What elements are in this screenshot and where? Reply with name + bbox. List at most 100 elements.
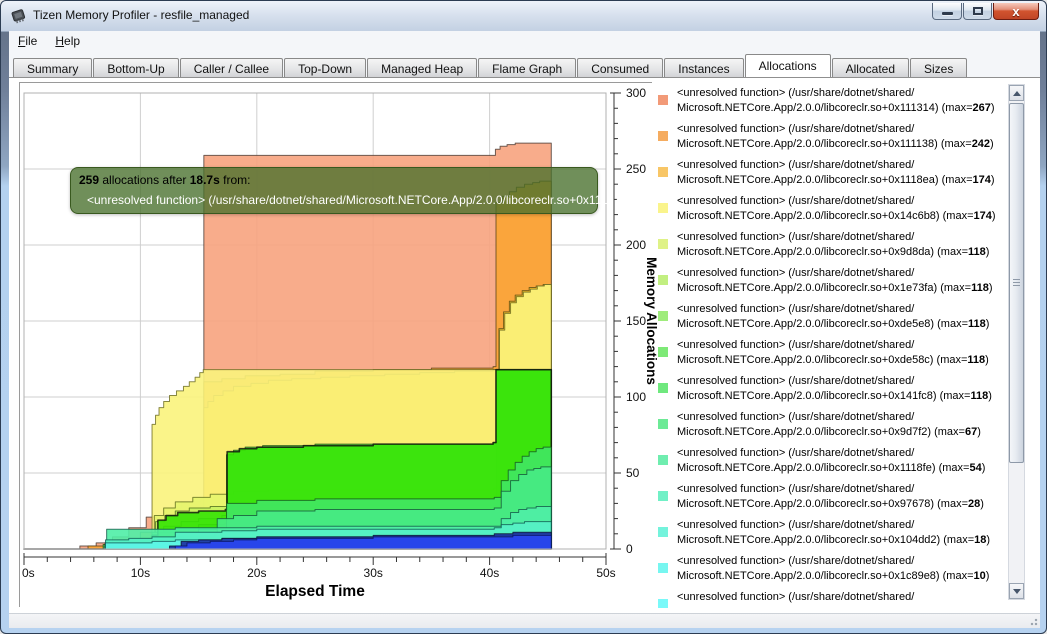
legend-swatch-icon xyxy=(658,383,668,393)
x-tick-label: 40s xyxy=(480,566,499,580)
tab-caller-callee[interactable]: Caller / Callee xyxy=(180,58,283,77)
app-icon xyxy=(10,7,27,24)
legend-swatch-icon xyxy=(658,455,668,465)
legend-item[interactable]: <unresolved function> (/usr/share/dotnet… xyxy=(653,302,1009,332)
legend-swatch-icon xyxy=(658,419,668,429)
legend-item-label: <unresolved function> (/usr/share/dotnet… xyxy=(677,590,914,608)
window-title: Tizen Memory Profiler - resfile_managed xyxy=(33,8,249,22)
legend-item-label: <unresolved function> (/usr/share/dotnet… xyxy=(677,158,995,188)
menu-item-help[interactable]: Help xyxy=(46,31,89,51)
minimize-icon xyxy=(942,12,953,15)
legend-item-label: <unresolved function> (/usr/share/dotnet… xyxy=(677,230,989,260)
menu-item-file[interactable]: File xyxy=(9,31,46,51)
titlebar[interactable]: Tizen Memory Profiler - resfile_managed … xyxy=(1,1,1046,32)
x-tick-label: 50s xyxy=(596,566,615,580)
tab-consumed[interactable]: Consumed xyxy=(577,58,663,77)
legend-swatch-icon xyxy=(658,131,668,141)
content-area: 0s 10s 20s 30s 40s 50s Elapsed Time 0 50 100 150 20… xyxy=(9,77,1040,613)
legend-item[interactable]: <unresolved function> (/usr/share/dotnet… xyxy=(653,410,1009,440)
tab-instances[interactable]: Instances xyxy=(664,58,743,77)
tab-summary[interactable]: Summary xyxy=(13,58,92,77)
legend-item-label: <unresolved function> (/usr/share/dotnet… xyxy=(677,266,993,296)
scrollbar-down-button[interactable] xyxy=(1009,583,1024,599)
legend-item[interactable]: <unresolved function> (/usr/share/dotnet… xyxy=(653,122,1009,152)
legend-item[interactable]: <unresolved function> (/usr/share/dotnet… xyxy=(653,554,1009,584)
chart-tooltip: 259 allocations after 18.7s from: <unres… xyxy=(70,167,598,214)
legend-swatch-icon xyxy=(658,239,668,249)
allocations-chart[interactable]: 0s 10s 20s 30s 40s 50s Elapsed Time 0 50 100 150 20… xyxy=(19,82,652,607)
y-tick-label: 200 xyxy=(626,238,646,252)
tab-managed-heap[interactable]: Managed Heap xyxy=(367,58,477,77)
tab-allocated[interactable]: Allocated xyxy=(832,58,909,77)
legend-item[interactable]: <unresolved function> (/usr/share/dotnet… xyxy=(653,482,1009,512)
tab-flame-graph[interactable]: Flame Graph xyxy=(478,58,576,77)
legend-swatch-icon xyxy=(658,347,668,357)
y-tick-label: 50 xyxy=(626,466,640,480)
legend-list: <unresolved function> (/usr/share/dotnet… xyxy=(653,86,1009,608)
maximize-icon xyxy=(973,7,983,15)
legend-swatch-icon xyxy=(658,527,668,537)
legend-item[interactable]: <unresolved function> (/usr/share/dotnet… xyxy=(653,338,1009,368)
y-tick-label: 0 xyxy=(626,542,633,556)
legend-item-partial[interactable]: <unresolved function> (/usr/share/dotnet… xyxy=(653,590,1009,608)
legend-item-label: <unresolved function> (/usr/share/dotnet… xyxy=(677,302,989,332)
app-window: Tizen Memory Profiler - resfile_managed … xyxy=(0,0,1047,634)
legend-item[interactable]: <unresolved function> (/usr/share/dotnet… xyxy=(653,518,1009,548)
close-button[interactable]: x xyxy=(993,3,1039,20)
x-axis-title: Elapsed Time xyxy=(265,583,365,600)
tooltip-function: <unresolved function> (/usr/share/dotnet… xyxy=(79,193,589,207)
legend-item-label: <unresolved function> (/usr/share/dotnet… xyxy=(677,410,981,440)
x-tick-label: 30s xyxy=(364,566,383,580)
legend-swatch-icon xyxy=(658,203,668,213)
close-icon: x xyxy=(1012,5,1019,18)
y-tick-label: 100 xyxy=(626,390,646,404)
legend-item-label: <unresolved function> (/usr/share/dotnet… xyxy=(677,194,996,224)
resize-grip[interactable] xyxy=(1028,616,1038,626)
tab-bottom-up[interactable]: Bottom-Up xyxy=(93,58,178,77)
legend-item-label: <unresolved function> (/usr/share/dotnet… xyxy=(677,338,989,368)
legend-item-label: <unresolved function> (/usr/share/dotnet… xyxy=(677,554,989,584)
tab-allocations[interactable]: Allocations xyxy=(745,54,831,77)
legend-swatch-icon xyxy=(658,311,668,321)
scrollbar-up-button[interactable] xyxy=(1009,85,1024,101)
legend-item[interactable]: <unresolved function> (/usr/share/dotnet… xyxy=(653,266,1009,296)
menubar: FileHelp xyxy=(9,31,1040,54)
legend-item-label: <unresolved function> (/usr/share/dotnet… xyxy=(677,482,984,512)
legend-swatch-icon xyxy=(658,275,668,285)
legend-item[interactable]: <unresolved function> (/usr/share/dotnet… xyxy=(653,86,1009,116)
chart-plot-area[interactable]: 0s 10s 20s 30s 40s 50s Elapsed Time 0 50 100 150 20… xyxy=(20,83,652,607)
minimize-button[interactable] xyxy=(932,3,962,20)
scrollbar-grip-icon xyxy=(1013,279,1020,287)
legend-item-label: <unresolved function> (/usr/share/dotnet… xyxy=(677,86,995,116)
tabbar: SummaryBottom-UpCaller / CalleeTop-DownM… xyxy=(9,53,1040,77)
tab-top-down[interactable]: Top-Down xyxy=(284,58,366,77)
legend-swatch-icon xyxy=(658,599,668,608)
scrollbar-thumb[interactable] xyxy=(1009,103,1024,463)
x-tick-label: 10s xyxy=(131,566,150,580)
maximize-button[interactable] xyxy=(963,3,992,20)
statusbar xyxy=(9,613,1040,628)
legend-item[interactable]: <unresolved function> (/usr/share/dotnet… xyxy=(653,194,1009,224)
legend-item-label: <unresolved function> (/usr/share/dotnet… xyxy=(677,122,994,152)
legend-item[interactable]: <unresolved function> (/usr/share/dotnet… xyxy=(653,374,1009,404)
legend-scrollbar[interactable] xyxy=(1008,84,1025,600)
legend-item[interactable]: <unresolved function> (/usr/share/dotnet… xyxy=(653,446,1009,476)
tab-sizes[interactable]: Sizes xyxy=(910,58,967,77)
legend-swatch-icon xyxy=(658,563,668,573)
arrow-up-icon xyxy=(1013,91,1021,96)
y-tick-label: 300 xyxy=(626,86,646,100)
legend-item[interactable]: <unresolved function> (/usr/share/dotnet… xyxy=(653,158,1009,188)
legend-item-label: <unresolved function> (/usr/share/dotnet… xyxy=(677,374,992,404)
legend-item-label: <unresolved function> (/usr/share/dotnet… xyxy=(677,518,990,548)
tooltip-summary: 259 allocations after 18.7s from: xyxy=(79,173,589,187)
y-tick-label: 150 xyxy=(626,314,646,328)
legend-item-label: <unresolved function> (/usr/share/dotnet… xyxy=(677,446,985,476)
y-tick-label: 250 xyxy=(626,162,646,176)
legend-item[interactable]: <unresolved function> (/usr/share/dotnet… xyxy=(653,230,1009,260)
x-tick-label: 0s xyxy=(22,566,35,580)
arrow-down-icon xyxy=(1013,589,1021,594)
x-tick-label: 20s xyxy=(247,566,266,580)
legend-swatch-icon xyxy=(658,491,668,501)
legend-swatch-icon xyxy=(658,167,668,177)
legend-swatch-icon xyxy=(658,95,668,105)
